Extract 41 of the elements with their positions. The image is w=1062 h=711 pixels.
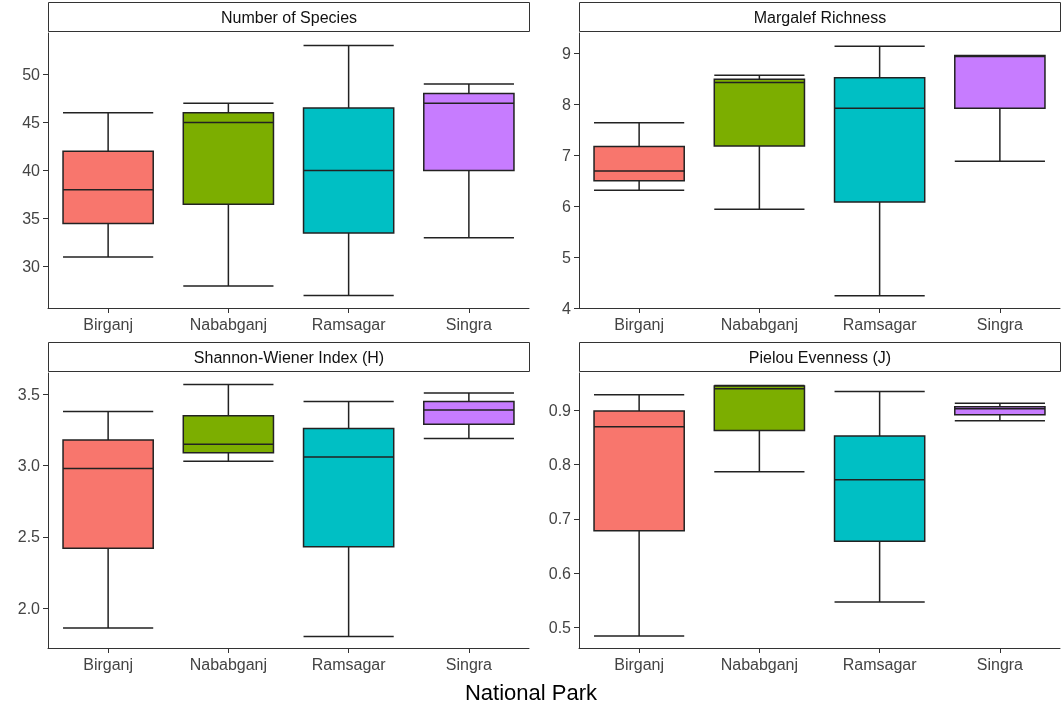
x-tick-label: Singra	[976, 315, 1024, 333]
y-tick-label: 0.5	[548, 618, 572, 636]
x-axis-title: National Park	[463, 680, 599, 706]
x-tick-label: Birganj	[83, 655, 134, 673]
y-tick-label: 6	[562, 197, 572, 215]
y-tick-label: 30	[22, 258, 41, 276]
y-tick-label: 0.8	[548, 456, 572, 474]
x-tick-label: Birganj	[614, 315, 665, 333]
y-tick-label: 0.7	[548, 510, 572, 528]
y-tick-label: 9	[562, 44, 572, 62]
x-tick-label: Nababganj	[720, 655, 799, 673]
y-tick-label: 50	[22, 65, 41, 83]
x-tick-label: Birganj	[614, 655, 665, 673]
chart-title: Number of Species	[220, 8, 358, 26]
y-tick-label: 45	[22, 113, 41, 131]
x-tick-label: Nababganj	[189, 315, 268, 333]
x-tick-label: Ramsagar	[311, 655, 387, 673]
y-tick-label: 2.5	[17, 528, 41, 546]
x-tick-label: Nababganj	[189, 655, 268, 673]
y-tick-label: 4	[562, 299, 572, 317]
x-tick-label: Singra	[976, 655, 1024, 673]
y-tick-label: 0.9	[548, 401, 572, 419]
chart-title: Pielou Evenness (J)	[748, 348, 892, 366]
chart-title: Shannon-Wiener Index (H)	[193, 348, 385, 366]
y-tick-label: 8	[562, 95, 572, 113]
x-tick-label: Ramsagar	[311, 315, 387, 333]
y-tick-label: 40	[22, 162, 41, 179]
y-tick-label: 35	[22, 210, 41, 228]
y-tick-label: 5	[562, 248, 572, 266]
y-tick-label: 2.0	[17, 599, 41, 617]
x-tick-label: Birganj	[83, 315, 134, 333]
y-tick-label: 0.6	[548, 564, 572, 582]
chart-title: Margalef Richness	[753, 8, 887, 26]
x-tick-label: Singra	[445, 655, 493, 673]
x-tick-label: Ramsagar	[842, 655, 918, 673]
y-tick-label: 3.5	[17, 385, 41, 403]
x-tick-label: Nababganj	[720, 315, 799, 333]
x-tick-label: Ramsagar	[842, 315, 918, 333]
y-tick-label: 3.0	[17, 457, 41, 475]
x-tick-label: Singra	[445, 315, 493, 333]
y-tick-label: 7	[562, 146, 572, 164]
